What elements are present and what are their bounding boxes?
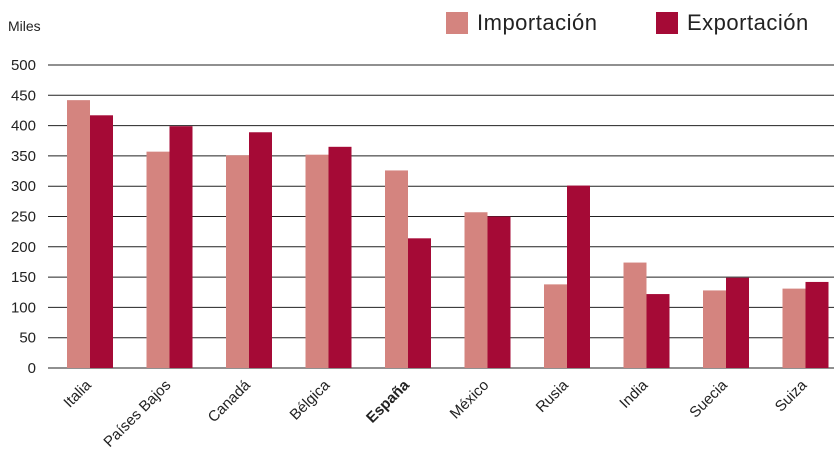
bar-exportacion-4: [408, 238, 431, 368]
x-tick-label-6: Rusia: [533, 376, 573, 416]
legend-label-exportacion: Exportación: [687, 10, 809, 35]
bar-exportacion-1: [169, 126, 193, 369]
bar-importacion-2: [226, 155, 249, 368]
bar-importacion-1: [146, 151, 170, 368]
bar-importacion-4: [385, 170, 408, 368]
y-axis-tick-labels: 0 50 100 150 200 250 300 350 400 450 500: [11, 57, 36, 377]
bar-exportacion-6: [567, 185, 590, 368]
bars: [67, 100, 829, 369]
bar-exportacion-0: [90, 115, 113, 368]
bar-importacion-7: [623, 262, 647, 368]
x-axis-tick-labels: Italia Países Bajos Canadá Bélgica España Méx…: [60, 376, 810, 450]
bar-importacion-9: [782, 288, 806, 368]
x-tick-label-4: España: [363, 376, 413, 426]
y-tick-label-350: 350: [11, 148, 36, 165]
y-tick-label-150: 150: [11, 269, 36, 286]
bar-exportacion-8: [726, 277, 749, 368]
legend-swatch-exportacion: [656, 12, 678, 34]
bar-importacion-3: [305, 154, 329, 368]
legend-item-importacion: Importación: [446, 10, 597, 36]
bar-importacion-6: [544, 284, 567, 368]
y-tick-label-400: 400: [11, 118, 36, 135]
x-tick-label-1: Países Bajos: [100, 377, 174, 451]
x-tick-label-2: Canadá: [205, 376, 255, 426]
bar-exportacion-7: [646, 294, 670, 368]
y-tick-label-100: 100: [11, 299, 36, 316]
x-tick-label-3: Bélgica: [287, 376, 334, 423]
bar-exportacion-9: [805, 281, 829, 368]
x-tick-label-0: Italia: [60, 376, 95, 411]
bar-exportacion-3: [328, 146, 352, 368]
y-tick-label-500: 500: [11, 57, 36, 74]
bar-importacion-5: [464, 212, 488, 368]
y-tick-label-250: 250: [11, 209, 36, 226]
legend-label-importacion: Importación: [477, 10, 598, 35]
bar-exportacion-2: [249, 132, 272, 368]
y-tick-label-450: 450: [11, 87, 36, 104]
x-tick-label-7: India: [616, 376, 651, 411]
y-tick-label-300: 300: [11, 178, 36, 195]
bar-importacion-0: [67, 100, 90, 368]
legend-swatch-importacion: [446, 12, 468, 34]
x-tick-label-9: Suiza: [772, 376, 811, 415]
x-tick-label-5: México: [447, 377, 493, 423]
bar-exportacion-5: [487, 216, 511, 368]
y-tick-label-200: 200: [11, 239, 36, 256]
y-tick-label-0: 0: [28, 360, 36, 377]
y-axis-unit-label: Miles: [8, 18, 41, 34]
x-tick-label-8: Suecia: [686, 376, 731, 421]
legend-item-exportacion: Exportación: [656, 10, 809, 36]
y-tick-label-50: 50: [19, 330, 36, 347]
bar-importacion-8: [703, 290, 726, 368]
